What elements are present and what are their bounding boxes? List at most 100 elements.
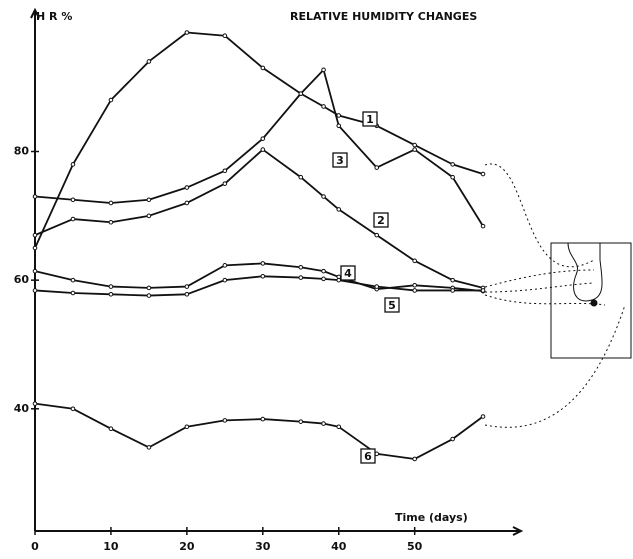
legend-label: 3 [336, 154, 344, 167]
series-line [34, 148, 484, 289]
legend-box [340, 265, 356, 281]
x-tick-label: 50 [407, 540, 423, 553]
legend-label: 1 [366, 113, 374, 126]
data-point [298, 264, 304, 270]
inset-dot [590, 299, 598, 307]
data-point [336, 277, 342, 283]
x-tick-label: 40 [331, 540, 347, 553]
legend-box [384, 297, 400, 313]
legend-box [332, 152, 348, 168]
data-point [70, 162, 76, 167]
data-point [260, 147, 266, 152]
data-point [260, 416, 266, 422]
data-point [222, 263, 228, 268]
data-point [450, 436, 455, 442]
inset-shape [567, 242, 603, 302]
data-point [480, 171, 486, 177]
y-axis-arrow [30, 7, 40, 19]
data-point [222, 33, 228, 39]
data-point [260, 261, 266, 266]
data-point [374, 165, 380, 170]
x-tick-label: 20 [179, 540, 195, 553]
inset-frame [550, 242, 632, 359]
data-point [184, 30, 190, 35]
data-point [412, 147, 417, 152]
data-point [450, 162, 455, 167]
data-point [412, 142, 417, 148]
data-point [321, 104, 326, 109]
data-point [32, 401, 38, 406]
data-point [108, 200, 114, 206]
data-point [222, 168, 228, 174]
data-point [374, 284, 380, 289]
y-tick-label: 40 [14, 402, 30, 415]
data-point [70, 216, 76, 222]
x-axis-arrow [512, 526, 524, 536]
data-point [108, 291, 114, 297]
legend-label: 2 [377, 214, 385, 227]
data-point [184, 424, 190, 430]
series-line [34, 275, 484, 297]
data-point [450, 174, 455, 180]
data-point [412, 456, 417, 462]
data-point [336, 424, 342, 430]
inset-diagram [484, 163, 632, 428]
data-point [70, 406, 76, 412]
data-point [32, 268, 38, 274]
chart-title: RELATIVE HUMIDITY CHANGES [290, 10, 477, 23]
data-point [321, 268, 326, 274]
data-point [480, 414, 486, 419]
data-point [450, 277, 455, 283]
series-line [34, 262, 484, 292]
data-point [336, 207, 342, 212]
y-tick-label: 60 [14, 273, 30, 286]
data-point [321, 194, 326, 199]
data-point [336, 113, 342, 118]
data-point [184, 200, 190, 206]
data-point [321, 421, 326, 426]
data-point [412, 288, 417, 293]
data-point [480, 223, 486, 229]
data-point [450, 288, 455, 293]
data-point [298, 275, 304, 280]
data-point [336, 123, 342, 129]
data-point [146, 445, 152, 450]
series-line [34, 402, 484, 460]
data-point [184, 284, 190, 289]
data-point [184, 185, 190, 190]
data-point [70, 277, 76, 283]
data-point [146, 59, 152, 64]
data-point [108, 284, 114, 289]
data-point [146, 213, 152, 219]
data-point [480, 288, 486, 293]
data-point [260, 65, 266, 71]
data-point [108, 426, 114, 432]
data-point [321, 67, 326, 73]
data-point [260, 136, 266, 141]
legend-box [360, 448, 376, 464]
data-point [412, 282, 417, 288]
data-point [260, 273, 266, 279]
data-point [321, 276, 326, 282]
data-point [108, 97, 114, 103]
y-axis-label: H R % [36, 10, 72, 23]
x-tick-label: 30 [255, 540, 271, 553]
data-point [298, 91, 304, 96]
data-point [70, 197, 76, 203]
legend-box [373, 212, 389, 228]
data-point [184, 291, 190, 297]
x-axis-label: Time (days) [395, 511, 468, 524]
series-line [34, 31, 484, 249]
data-point [374, 232, 380, 238]
data-point [146, 197, 152, 203]
legend-label: 5 [388, 299, 396, 312]
connector-lines [484, 163, 626, 428]
x-tick-label: 0 [31, 540, 39, 553]
data-point [298, 174, 304, 180]
data-point [412, 258, 417, 264]
data-point [222, 277, 228, 283]
legend-box [362, 111, 378, 127]
x-tick-label: 10 [103, 540, 119, 553]
data-point [108, 219, 114, 225]
